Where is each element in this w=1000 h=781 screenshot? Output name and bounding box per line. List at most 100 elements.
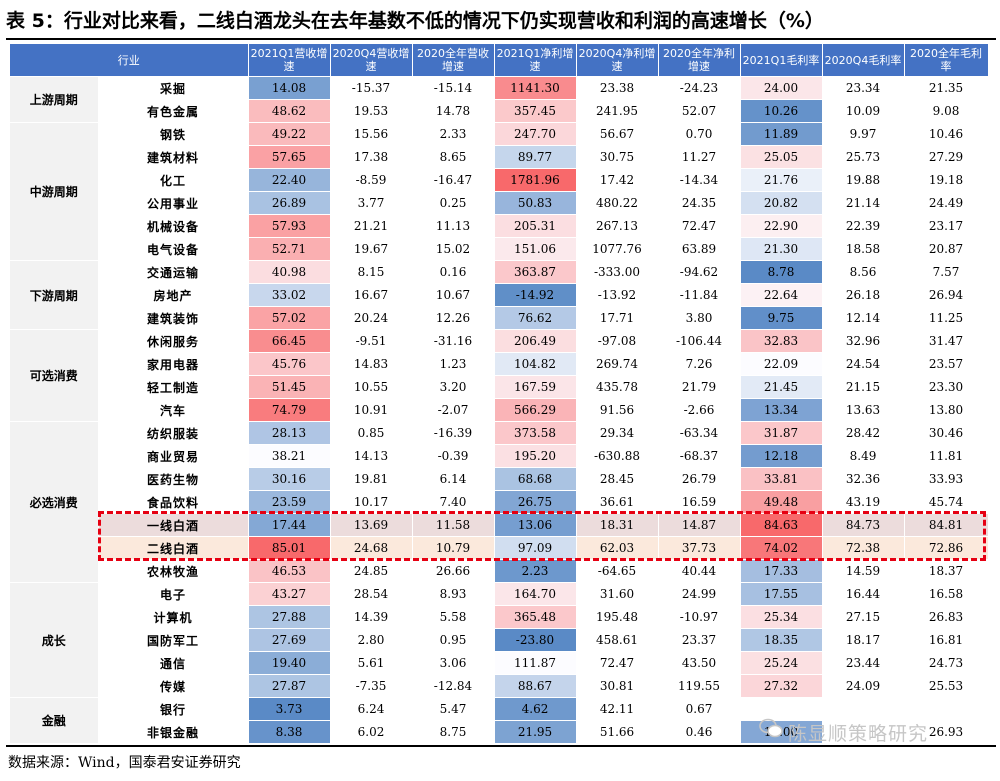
value-cell: 8.65 bbox=[412, 145, 495, 169]
value-cell: 480.22 bbox=[576, 191, 659, 215]
value-cell: -0.39 bbox=[412, 444, 495, 468]
value-cell: 21.30 bbox=[740, 237, 823, 261]
value-cell: 2.33 bbox=[412, 122, 495, 146]
table-row: 家用电器 45.76 14.83 1.23 104.82 269.74 7.26 22.09 2… bbox=[10, 352, 989, 376]
value-cell: -12.84 bbox=[412, 674, 495, 698]
value-cell: 7.40 bbox=[412, 490, 495, 514]
value-cell: 19.81 bbox=[330, 467, 413, 491]
value-cell: 0.70 bbox=[658, 122, 741, 146]
value-cell: 29.34 bbox=[576, 421, 659, 445]
value-cell: 46.53 bbox=[248, 559, 331, 583]
value-cell: 31.87 bbox=[740, 421, 823, 445]
value-cell: 72.38 bbox=[822, 536, 905, 560]
value-cell: 24.99 bbox=[658, 582, 741, 606]
value-cell: 10.55 bbox=[330, 375, 413, 399]
table-row: 机械设备 57.93 21.21 11.13 205.31 267.13 72.47 22.9… bbox=[10, 214, 989, 238]
value-cell: 18.31 bbox=[576, 513, 659, 537]
value-cell: -68.37 bbox=[658, 444, 741, 468]
header-col: 2020全年净利增速 bbox=[658, 44, 741, 77]
table-row: 传媒 27.87 -7.35 -12.84 88.67 30.81 119.55 27.32 2… bbox=[10, 674, 989, 698]
value-cell: 119.55 bbox=[658, 674, 741, 698]
table-row: 汽车 74.79 10.91 -2.07 566.29 91.56 -2.66 13.34 13… bbox=[10, 398, 989, 422]
value-cell: 1141.30 bbox=[494, 76, 577, 100]
value-cell: 2.80 bbox=[330, 628, 413, 652]
value-cell: 267.13 bbox=[576, 214, 659, 238]
value-cell: 0.25 bbox=[412, 191, 495, 215]
value-cell: 19.67 bbox=[330, 237, 413, 261]
value-cell: 84.63 bbox=[740, 513, 823, 537]
value-cell: 9.97 bbox=[822, 122, 905, 146]
value-cell: 18.35 bbox=[740, 628, 823, 652]
value-cell: 76.62 bbox=[494, 306, 577, 330]
value-cell: 43.27 bbox=[248, 582, 331, 606]
value-cell: 27.29 bbox=[904, 145, 989, 169]
table-row: 金融 银行 3.73 6.24 5.47 4.62 42.11 0.67 bbox=[10, 697, 989, 744]
value-cell: 51.66 bbox=[576, 720, 659, 744]
value-cell: 20.24 bbox=[330, 306, 413, 330]
value-cell: 17.33 bbox=[740, 559, 823, 583]
value-cell: 21.95 bbox=[494, 720, 577, 744]
value-cell: -31.16 bbox=[412, 329, 495, 353]
value-cell: 66.45 bbox=[248, 329, 331, 353]
value-cell: 36.61 bbox=[576, 490, 659, 514]
value-cell: -64.65 bbox=[576, 559, 659, 583]
value-cell: 0.67 bbox=[658, 697, 741, 721]
value-cell: 10.91 bbox=[330, 398, 413, 422]
table-row: 建筑材料 57.65 17.38 8.65 89.77 30.75 11.27 25.05 25… bbox=[10, 145, 989, 169]
value-cell: -630.88 bbox=[576, 444, 659, 468]
value-cell: -15.37 bbox=[330, 76, 413, 100]
value-cell: 8.75 bbox=[412, 720, 495, 744]
value-cell: 26.66 bbox=[412, 559, 495, 583]
value-cell: 14.13 bbox=[330, 444, 413, 468]
table-row: 商业贸易 38.21 14.13 -0.39 195.20 -630.88 -68.37 12… bbox=[10, 444, 989, 468]
value-cell: 24.35 bbox=[658, 191, 741, 215]
value-cell: 6.24 bbox=[330, 697, 413, 721]
value-cell: 241.95 bbox=[576, 99, 659, 123]
value-cell: 164.70 bbox=[494, 582, 577, 606]
value-cell: 16.81 bbox=[904, 628, 989, 652]
value-cell: 12.26 bbox=[412, 306, 495, 330]
table-body: 上游周期 采掘 14.08 -15.37 -15.14 1141.30 23.38 -24.2… bbox=[10, 76, 989, 744]
industry-name: 家用电器 bbox=[98, 352, 249, 376]
value-cell: 435.78 bbox=[576, 375, 659, 399]
value-cell: 51.45 bbox=[248, 375, 331, 399]
value-cell: 26.79 bbox=[658, 467, 741, 491]
value-cell: 8.56 bbox=[822, 260, 905, 284]
value-cell: -333.00 bbox=[576, 260, 659, 284]
industry-name: 传媒 bbox=[98, 674, 249, 698]
value-cell: 11.58 bbox=[412, 513, 495, 537]
value-cell: 21.45 bbox=[740, 375, 823, 399]
industry-name: 银行 bbox=[98, 697, 249, 721]
value-cell: 8.78 bbox=[740, 260, 823, 284]
value-cell: 24.49 bbox=[904, 191, 989, 215]
value-cell: 25.34 bbox=[740, 605, 823, 629]
value-cell bbox=[822, 697, 905, 721]
source-note: 数据来源：Wind，国泰君安证券研究 bbox=[8, 755, 241, 771]
value-cell: 22.39 bbox=[822, 214, 905, 238]
value-cell: 22.90 bbox=[740, 214, 823, 238]
value-cell: -8.59 bbox=[330, 168, 413, 192]
group-label: 金融 bbox=[10, 697, 99, 744]
value-cell: 206.49 bbox=[494, 329, 577, 353]
value-cell: -16.39 bbox=[412, 421, 495, 445]
value-cell: 111.87 bbox=[494, 651, 577, 675]
value-cell: 13.06 bbox=[494, 513, 577, 537]
value-cell: -16.47 bbox=[412, 168, 495, 192]
industry-name: 一线白酒 bbox=[98, 513, 249, 537]
industry-name: 国防军工 bbox=[98, 628, 249, 652]
watermark-text: 陈显顺策略研究 bbox=[788, 723, 929, 745]
table-row: 轻工制造 51.45 10.55 3.20 167.59 435.78 21.79 21.45… bbox=[10, 375, 989, 399]
industry-name: 非银金融 bbox=[98, 720, 249, 744]
value-cell: 10.26 bbox=[740, 99, 823, 123]
value-cell: 10.09 bbox=[822, 99, 905, 123]
value-cell: 45.74 bbox=[904, 490, 989, 514]
value-cell: 373.58 bbox=[494, 421, 577, 445]
value-cell: 9.75 bbox=[740, 306, 823, 330]
value-cell: 33.81 bbox=[740, 467, 823, 491]
value-cell: 14.87 bbox=[658, 513, 741, 537]
value-cell: 57.93 bbox=[248, 214, 331, 238]
value-cell: 24.73 bbox=[904, 651, 989, 675]
value-cell: 28.42 bbox=[822, 421, 905, 445]
value-cell: 10.67 bbox=[412, 283, 495, 307]
